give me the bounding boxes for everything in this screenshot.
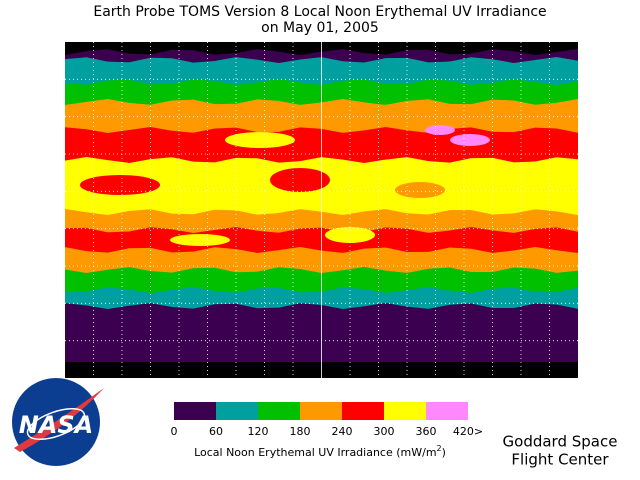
credit-line: Goddard Space [503, 433, 618, 451]
credit-line: Flight Center [511, 451, 609, 469]
uv-patch [225, 132, 295, 148]
legend-swatch [174, 402, 216, 420]
legend-tick-label: 180 [290, 425, 311, 438]
legend-swatch [258, 402, 300, 420]
legend-label-text: Local Noon Erythemal UV Irradiance (mW/m [194, 446, 436, 459]
uv-patch [270, 168, 330, 192]
uv-map [65, 42, 578, 378]
legend-label-exponent: 2 [437, 444, 442, 453]
legend-label: Local Noon Erythemal UV Irradiance (mW/m… [194, 444, 446, 460]
legend-tick-label: 240 [332, 425, 353, 438]
legend-swatch [342, 402, 384, 420]
logo-orbit [26, 408, 86, 440]
legend-tick-label: 60 [209, 425, 223, 438]
uv-patch [80, 175, 160, 195]
legend-swatch [300, 402, 342, 420]
uv-patch [395, 182, 445, 198]
color-legend: 0 60 120 180 240 300 360 420> [171, 402, 483, 438]
legend-label-close: ) [442, 446, 446, 459]
legend-tick-label: 120 [248, 425, 269, 438]
logo-swoosh [14, 388, 104, 452]
legend-swatch [216, 402, 258, 420]
legend-swatch [426, 402, 468, 420]
nasa-logo: NASA [12, 378, 104, 466]
title-line: Earth Probe TOMS Version 8 Local Noon Er… [93, 4, 546, 20]
uv-patch [450, 134, 490, 146]
uv-patch [170, 234, 230, 246]
legend-tick-label: 420> [453, 425, 483, 438]
logo-text: NASA [19, 411, 94, 439]
title-line: on May 01, 2005 [261, 20, 379, 36]
uv-patch [425, 125, 455, 135]
legend-tick-label: 0 [171, 425, 178, 438]
legend-swatch [384, 402, 426, 420]
legend-tick-label: 360 [416, 425, 437, 438]
legend-tick-label: 300 [374, 425, 395, 438]
